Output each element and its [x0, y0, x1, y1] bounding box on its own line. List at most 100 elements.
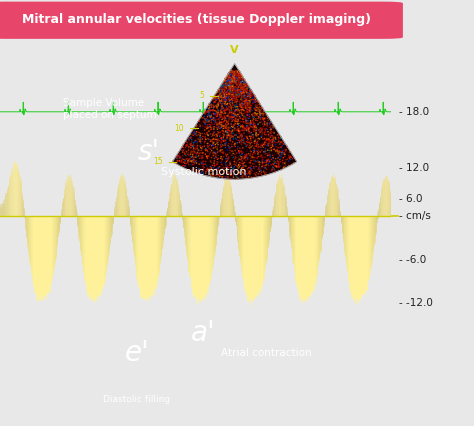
Point: [235, 87, 242, 94]
Point: [187, 161, 195, 168]
Point: [238, 134, 246, 141]
Point: [265, 157, 273, 164]
Point: [201, 124, 209, 130]
Point: [233, 113, 241, 120]
Point: [247, 165, 255, 172]
Point: [250, 122, 257, 129]
Point: [236, 70, 243, 77]
Point: [228, 70, 235, 77]
Point: [217, 110, 224, 117]
Point: [213, 132, 221, 139]
Point: [210, 123, 218, 130]
Point: [218, 86, 225, 93]
Point: [234, 139, 241, 146]
Point: [277, 139, 285, 146]
Point: [239, 158, 246, 164]
Point: [269, 122, 276, 129]
Point: [229, 89, 237, 96]
Point: [217, 144, 224, 150]
Point: [240, 98, 248, 105]
Point: [270, 135, 277, 142]
Point: [275, 132, 283, 138]
Point: [231, 117, 239, 124]
Point: [225, 78, 233, 84]
Point: [265, 142, 273, 149]
Point: [188, 142, 195, 149]
Point: [204, 136, 212, 143]
Point: [228, 77, 236, 83]
Point: [236, 101, 243, 107]
Point: [218, 109, 226, 116]
Point: [269, 155, 277, 161]
Point: [228, 78, 236, 85]
Point: [223, 83, 231, 89]
Point: [270, 146, 278, 153]
Point: [221, 129, 229, 135]
Point: [181, 149, 188, 156]
Point: [235, 78, 243, 85]
Point: [260, 108, 268, 115]
Point: [256, 109, 264, 116]
Point: [240, 139, 247, 146]
Point: [190, 159, 197, 166]
Point: [231, 143, 239, 150]
Point: [241, 151, 249, 158]
Point: [231, 113, 238, 120]
Point: [277, 139, 284, 146]
Point: [241, 102, 248, 109]
Point: [202, 168, 210, 175]
Point: [227, 92, 234, 98]
Point: [260, 149, 267, 155]
Point: [235, 75, 242, 82]
Point: [222, 152, 230, 158]
Point: [270, 157, 278, 164]
Point: [266, 140, 273, 147]
Point: [182, 138, 190, 145]
Point: [205, 166, 213, 173]
Point: [243, 126, 251, 132]
Point: [218, 104, 226, 111]
Point: [237, 100, 245, 106]
Point: [243, 142, 250, 149]
Point: [273, 163, 280, 170]
Point: [252, 125, 260, 132]
Point: [222, 89, 230, 96]
Point: [217, 91, 224, 98]
Point: [255, 100, 263, 107]
Point: [228, 109, 235, 115]
Point: [235, 80, 243, 87]
Point: [217, 91, 225, 98]
Point: [232, 89, 240, 96]
Point: [236, 103, 243, 109]
Point: [270, 134, 277, 141]
Point: [199, 154, 206, 161]
Point: [230, 166, 237, 173]
Point: [234, 88, 242, 95]
Point: [204, 153, 211, 160]
Point: [237, 84, 245, 91]
Point: [250, 145, 257, 152]
Point: [242, 172, 249, 179]
Point: [221, 117, 229, 124]
Point: [214, 113, 221, 120]
Point: [251, 105, 258, 112]
Point: [219, 100, 227, 107]
Point: [169, 158, 177, 164]
Point: [219, 105, 227, 112]
Point: [256, 144, 264, 151]
Point: [184, 151, 191, 158]
Point: [243, 101, 250, 107]
Point: [264, 136, 271, 143]
Point: [228, 113, 235, 120]
Point: [216, 85, 224, 92]
Point: [227, 71, 235, 78]
Point: [231, 176, 239, 183]
Point: [197, 130, 204, 137]
Point: [246, 97, 253, 104]
Point: [201, 119, 208, 126]
Point: [214, 148, 222, 155]
Point: [233, 107, 240, 114]
Point: [198, 138, 206, 145]
Point: [227, 79, 235, 86]
Point: [213, 116, 221, 123]
